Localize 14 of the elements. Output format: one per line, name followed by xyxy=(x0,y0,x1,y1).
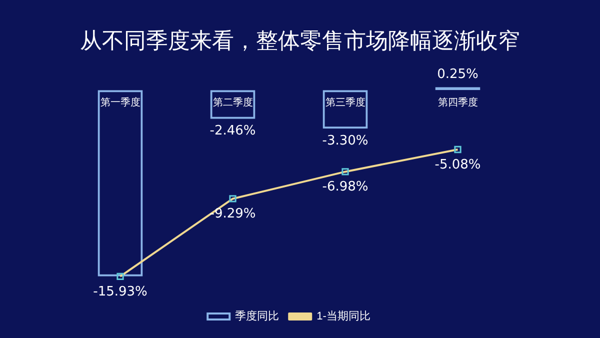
legend-label: 1-当期同比 xyxy=(316,310,370,323)
legend-label: 季度同比 xyxy=(235,310,280,323)
data-label: -15.93% xyxy=(93,284,148,300)
data-label: 0.25% xyxy=(437,67,478,82)
data-label: -9.29% xyxy=(210,206,256,222)
x-tick-label: 第二季度 xyxy=(212,96,253,109)
x-tick-label: 第三季度 xyxy=(325,96,366,109)
data-label: -5.08% xyxy=(434,157,481,172)
x-tick-label: 第四季度 xyxy=(438,96,478,109)
data-label: -2.46% xyxy=(210,124,256,139)
data-label: -3.30% xyxy=(322,134,368,149)
data-label: -6.98% xyxy=(322,180,368,195)
chart-title: 从不同季度来看，整体零售市场降幅逐渐收窄 xyxy=(79,28,521,56)
x-tick-label: 第一季度 xyxy=(100,96,140,109)
